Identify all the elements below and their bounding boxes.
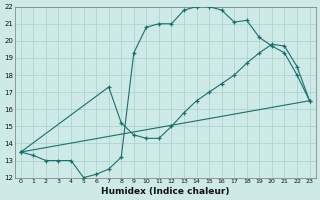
X-axis label: Humidex (Indice chaleur): Humidex (Indice chaleur): [101, 187, 229, 196]
